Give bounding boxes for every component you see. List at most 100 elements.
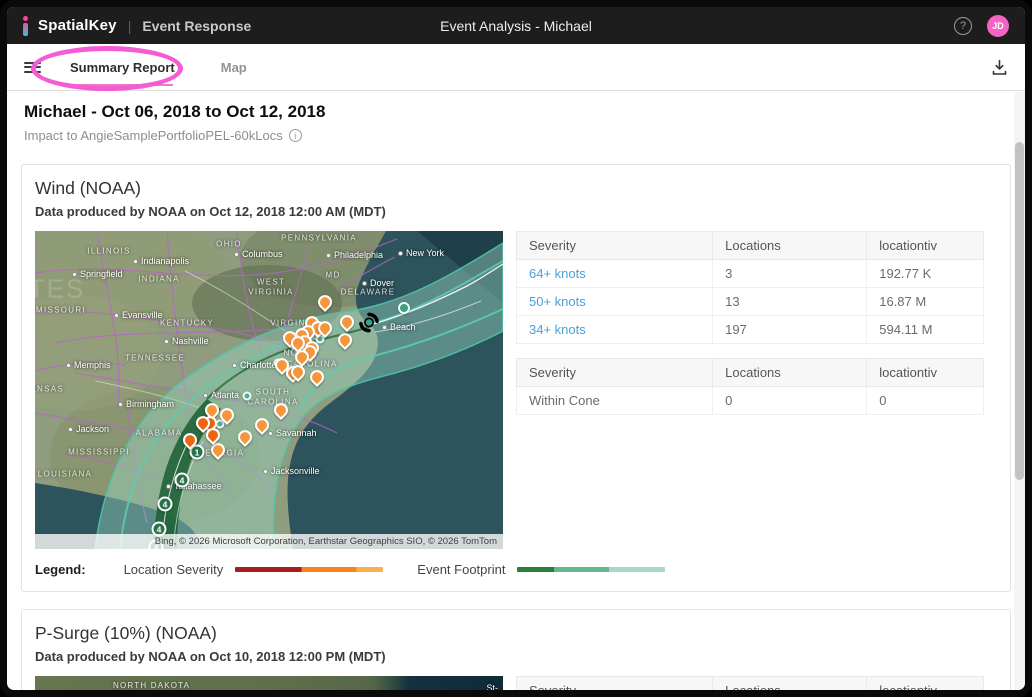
map-city-label: Columbus [234,249,283,259]
column-header: Locations [713,232,867,260]
psurge-severity-table: SeverityLocationslocationtiv [516,676,984,690]
location-pin[interactable] [274,403,288,417]
location-pin[interactable] [310,370,324,384]
wind-card: Wind (NOAA) Data produced by NOAA on Oct… [21,164,1011,592]
location-pin[interactable] [338,333,352,347]
wind-map[interactable]: TESILLINOISINDIANAOHIOPENNSYLVANIAWESTVI… [35,231,503,549]
table-cell: 13 [713,288,867,316]
map-city-label: Charlotte [232,360,277,370]
wind-severity-table: SeverityLocationslocationtiv64+ knots319… [516,231,984,344]
location-pin[interactable] [318,321,332,335]
table-cell: Within Cone [517,387,713,415]
help-icon[interactable]: ? [954,17,972,35]
column-header: Locations [713,677,867,691]
avatar[interactable]: JD [987,15,1009,37]
tab-map-label: Map [221,60,247,75]
psurge-map-state-label: NORTH DAKOTA [113,681,190,690]
page-title: Michael - Oct 06, 2018 to Oct 12, 2018 [24,102,1008,122]
psurge-card-title: P-Surge (10%) (NOAA) [35,623,997,644]
scrollbar-thumb[interactable] [1015,142,1024,480]
column-header: locationtiv [867,359,984,387]
table-cell: 594.11 M [867,316,984,344]
location-pin[interactable] [211,443,225,457]
map-state-label: PENNSYLVANIA [281,234,357,243]
hurricane-icon[interactable] [356,310,382,341]
location-severity-gradient [235,567,383,572]
severity-link[interactable]: 64+ knots [517,260,713,288]
severity-link[interactable]: 50+ knots [517,288,713,316]
map-city-label: Nashville [164,336,209,346]
column-header: Severity [517,232,713,260]
table-cell: 0 [867,387,984,415]
column-header: Locations [713,359,867,387]
top-app-bar: SpatialKey | Event Response Event Analys… [7,7,1025,44]
map-state-label: INDIANA [138,275,180,284]
tab-summary-report-label: Summary Report [70,60,175,75]
table-row: 64+ knots3192.77 K [517,260,984,288]
map-state-label: ALABAMA [136,429,183,438]
map-city-label: Indianapolis [133,256,189,266]
legend-event-footprint-label: Event Footprint [417,562,505,577]
map-city-label: Memphis [66,360,111,370]
location-pin[interactable] [220,408,234,422]
download-button[interactable] [991,59,1008,76]
track-marker[interactable]: 4 [175,473,190,488]
scrollbar-track[interactable] [1014,92,1025,690]
footprint-point[interactable] [398,302,410,314]
map-state-label: WEST [257,278,285,287]
info-icon[interactable]: i [289,129,302,142]
column-header: locationtiv [867,232,984,260]
map-state-label: TENNESSEE [125,354,185,363]
map-attribution: Bing, © 2026 Microsoft Corporation, Eart… [35,534,503,549]
event-footprint-gradient [517,567,665,572]
location-pin[interactable] [183,433,197,447]
map-legend: Legend: Location Severity Event Footprin… [35,562,997,577]
location-pin[interactable] [205,403,219,417]
column-header: locationtiv [867,677,984,691]
map-state-label: SOUTH [256,388,291,397]
map-city-label: Springfield [72,269,123,279]
map-state-label: OHIO [216,240,242,249]
location-pin[interactable] [206,428,220,442]
tab-map[interactable]: Map [221,44,247,90]
legend-label: Legend: [35,562,86,577]
severity-link[interactable]: 34+ knots [517,316,713,344]
wind-card-produced: Data produced by NOAA on Oct 12, 2018 12… [35,204,997,219]
map-state-label: MISSOURI [36,306,86,315]
map-city-label: Savannah [268,428,317,438]
map-state-label: VIRGINIA [248,288,294,297]
map-city-label: Beach [382,322,416,332]
brand-divider: | [128,18,132,34]
tab-summary-report[interactable]: Summary Report [70,44,175,90]
map-city-label: Dover [362,278,394,288]
map-state-label: KENTUCKY [160,319,214,328]
map-city-label: Jacksonville [263,466,320,476]
location-pin[interactable] [340,315,354,329]
spatialkey-logo-icon [23,16,28,36]
track-marker[interactable]: 4 [158,497,173,512]
footprint-point[interactable] [243,392,252,401]
location-pin[interactable] [295,350,309,364]
tab-bar: Summary Report Map [7,44,1025,91]
map-state-label: ILLINOIS [87,247,130,256]
location-pin[interactable] [318,295,332,309]
page-subtitle: Impact to AngieSamplePortfolioPEL-60kLoc… [24,128,283,143]
map-city-label: Jackson [68,424,109,434]
column-header: Severity [517,359,713,387]
map-state-label: ARKANSAS [35,385,64,394]
legend-location-severity-label: Location Severity [124,562,224,577]
location-pin[interactable] [291,365,305,379]
table-cell: 192.77 K [867,260,984,288]
location-pin[interactable] [255,418,269,432]
map-city-label: Evansville [114,310,163,320]
psurge-map[interactable]: NORTH DAKOTA St- [35,676,503,690]
location-pin[interactable] [238,430,252,444]
screenshot-frame: SpatialKey | Event Response Event Analys… [0,0,1032,697]
psurge-card-produced: Data produced by NOAA on Oct 10, 2018 12… [35,649,997,664]
map-city-label: Philadelphia [326,250,383,260]
brand-name: SpatialKey [38,17,117,34]
menu-icon[interactable] [24,62,41,73]
map-state-label: DELAWARE [341,288,396,297]
map-state-label: MISSISSIPPI [68,448,130,457]
map-city-label: New York [398,248,444,258]
